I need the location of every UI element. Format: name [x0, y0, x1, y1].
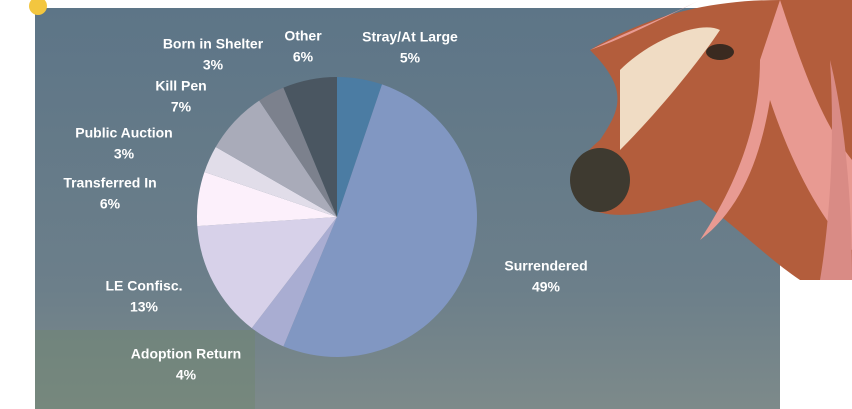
slice-label: Other	[284, 28, 322, 44]
pie-slice	[197, 171, 337, 227]
slice-value-label: 6%	[293, 49, 314, 65]
slice-value-label: 13%	[130, 299, 159, 315]
labels: Stray/At Large 5% Surrendered 49% Adoption R…	[63, 28, 587, 383]
slice-label: Adoption Return	[131, 346, 241, 362]
horse-illustration	[570, 0, 852, 280]
slice-value-label: 4%	[176, 367, 197, 383]
slice-value-label: 49%	[532, 279, 561, 295]
pie-slice	[251, 217, 337, 347]
slice-value-label: 6%	[100, 196, 121, 212]
pie-slice	[215, 100, 337, 217]
pie-slice	[204, 147, 337, 217]
slice-label: Stray/At Large	[362, 29, 458, 45]
pie-slice	[337, 77, 383, 217]
pie-slice	[197, 217, 337, 329]
pin-icon	[29, 0, 47, 15]
pie	[197, 77, 477, 357]
slice-label: Kill Pen	[155, 78, 206, 94]
pie-slice	[259, 87, 337, 218]
slice-label: Surrendered	[504, 258, 587, 274]
slice-value-label: 7%	[171, 99, 192, 115]
grass	[35, 330, 255, 409]
slice-value-label: 5%	[400, 50, 421, 66]
slice-label: Born in Shelter	[163, 36, 264, 52]
pie-slice	[283, 84, 477, 357]
slice-label: LE Confisc.	[105, 278, 182, 294]
slice-label: Transferred In	[63, 175, 156, 191]
slice-label: Public Auction	[75, 125, 172, 141]
slice-value-label: 3%	[114, 146, 135, 162]
pie-slice	[283, 77, 337, 217]
slice-value-label: 3%	[203, 57, 224, 73]
